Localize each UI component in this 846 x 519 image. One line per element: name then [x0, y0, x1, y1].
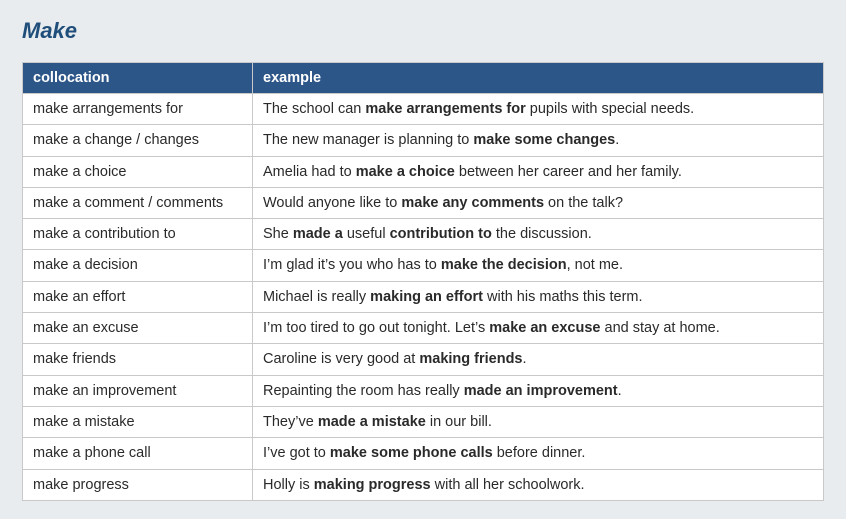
example-cell: Caroline is very good at making friends.	[253, 344, 824, 375]
table-row: make a change / changesThe new manager i…	[23, 125, 824, 156]
example-cell: I’m glad it’s you who has to make the de…	[253, 250, 824, 281]
example-cell: I’m too tired to go out tonight. Let’s m…	[253, 313, 824, 344]
example-cell: I’ve got to make some phone calls before…	[253, 438, 824, 469]
example-cell: The new manager is planning to make some…	[253, 125, 824, 156]
collocation-cell: make a mistake	[23, 406, 253, 437]
table-row: make a phone callI’ve got to make some p…	[23, 438, 824, 469]
column-header-collocation: collocation	[23, 63, 253, 94]
example-cell: Repainting the room has really made an i…	[253, 375, 824, 406]
collocation-cell: make progress	[23, 469, 253, 500]
column-header-example: example	[253, 63, 824, 94]
table-row: make a contribution toShe made a useful …	[23, 219, 824, 250]
example-cell: The school can make arrangements for pup…	[253, 94, 824, 125]
example-cell: Michael is really making an effort with …	[253, 281, 824, 312]
table-row: make a mistakeThey’ve made a mistake in …	[23, 406, 824, 437]
collocations-table: collocation example make arrangements fo…	[22, 62, 824, 501]
table-row: make an improvementRepainting the room h…	[23, 375, 824, 406]
collocation-cell: make an excuse	[23, 313, 253, 344]
table-row: make arrangements forThe school can make…	[23, 94, 824, 125]
table-header-row: collocation example	[23, 63, 824, 94]
table-row: make an excuseI’m too tired to go out to…	[23, 313, 824, 344]
table-row: make progressHolly is making progress wi…	[23, 469, 824, 500]
example-cell: They’ve made a mistake in our bill.	[253, 406, 824, 437]
collocation-cell: make a choice	[23, 156, 253, 187]
collocation-cell: make a decision	[23, 250, 253, 281]
table-row: make an effortMichael is really making a…	[23, 281, 824, 312]
collocation-cell: make a comment / comments	[23, 187, 253, 218]
table-row: make a decisionI’m glad it’s you who has…	[23, 250, 824, 281]
page-title: Make	[22, 18, 824, 44]
example-cell: Would anyone like to make any comments o…	[253, 187, 824, 218]
example-cell: Holly is making progress with all her sc…	[253, 469, 824, 500]
collocation-cell: make friends	[23, 344, 253, 375]
collocation-cell: make a change / changes	[23, 125, 253, 156]
table-row: make a comment / commentsWould anyone li…	[23, 187, 824, 218]
collocation-cell: make an effort	[23, 281, 253, 312]
example-cell: Amelia had to make a choice between her …	[253, 156, 824, 187]
example-cell: She made a useful contribution to the di…	[253, 219, 824, 250]
table-row: make friendsCaroline is very good at mak…	[23, 344, 824, 375]
collocation-cell: make a phone call	[23, 438, 253, 469]
collocation-cell: make an improvement	[23, 375, 253, 406]
table-row: make a choiceAmelia had to make a choice…	[23, 156, 824, 187]
collocation-cell: make arrangements for	[23, 94, 253, 125]
collocation-cell: make a contribution to	[23, 219, 253, 250]
